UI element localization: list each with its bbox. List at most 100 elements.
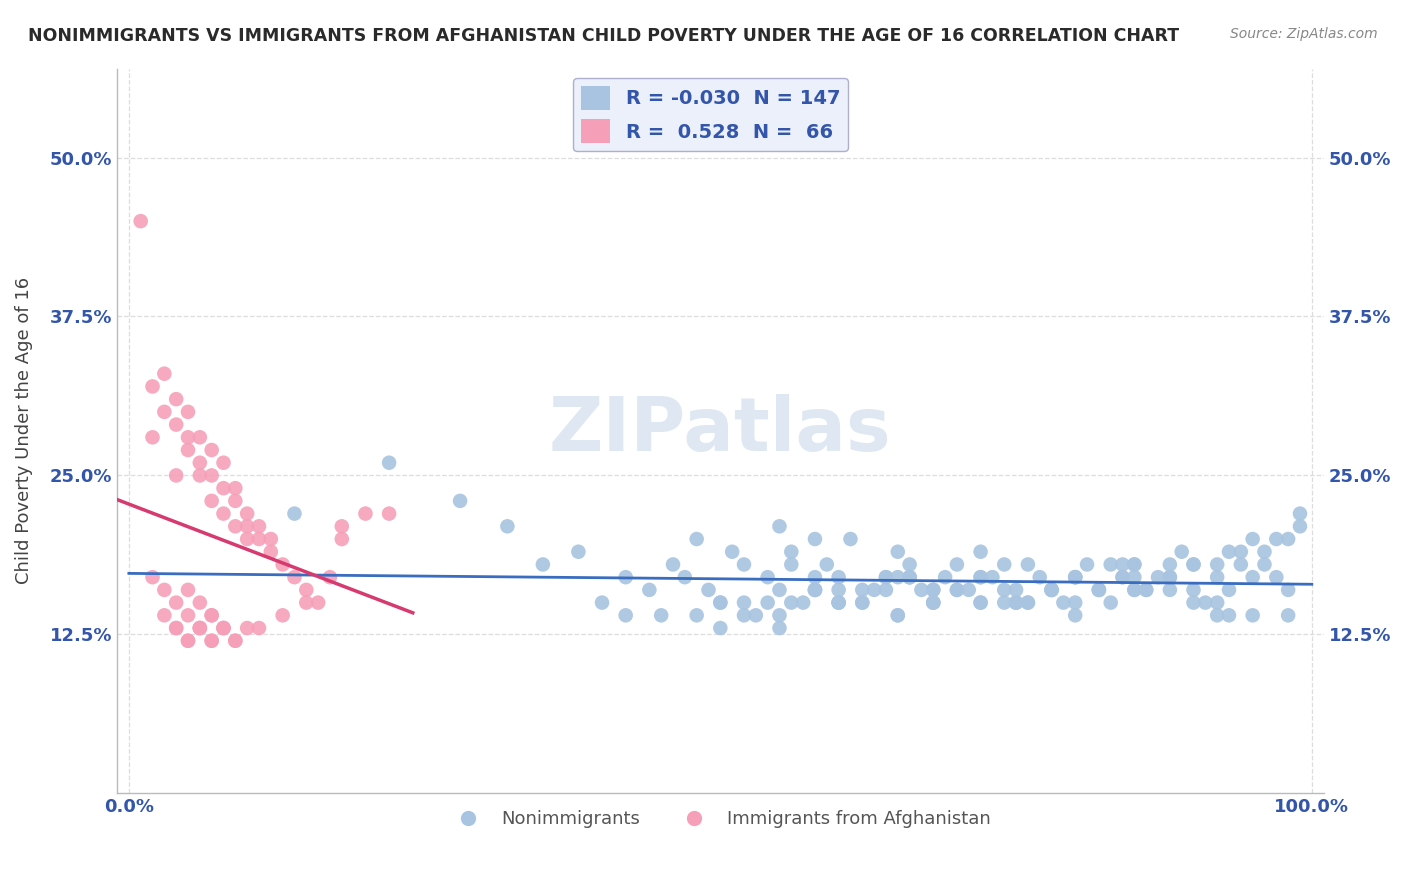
Point (662, 558, 685, 572)
Point (768, 621, 790, 635)
Point (591, 596, 613, 610)
Point (1005, 596, 1028, 610)
Point (1052, 596, 1074, 610)
Point (1005, 582, 1028, 597)
Point (827, 570, 849, 584)
Point (330, 532, 353, 546)
Point (1277, 608, 1299, 623)
Point (236, 621, 259, 635)
Point (827, 596, 849, 610)
Point (165, 392, 187, 406)
Point (1088, 582, 1111, 597)
Point (1218, 582, 1240, 597)
Point (165, 596, 187, 610)
Point (283, 507, 305, 521)
Point (1076, 558, 1098, 572)
Point (981, 570, 1004, 584)
Point (236, 519, 259, 533)
Point (188, 468, 211, 483)
Point (1135, 582, 1157, 597)
Point (201, 633, 224, 648)
Point (969, 570, 991, 584)
Point (378, 507, 401, 521)
Point (496, 519, 519, 533)
Point (898, 570, 921, 584)
Point (177, 582, 200, 597)
Point (827, 596, 849, 610)
Point (875, 570, 897, 584)
Point (1123, 582, 1146, 597)
Point (1123, 558, 1146, 572)
Point (1123, 570, 1146, 584)
Point (212, 621, 235, 635)
Point (898, 570, 921, 584)
Point (319, 570, 342, 584)
Point (165, 417, 187, 432)
Point (236, 507, 259, 521)
Point (201, 494, 224, 508)
Point (969, 545, 991, 559)
Point (260, 532, 283, 546)
Point (1111, 570, 1133, 584)
Point (212, 456, 235, 470)
Legend: Nonimmigrants, Immigrants from Afghanistan: Nonimmigrants, Immigrants from Afghanist… (443, 803, 997, 835)
Point (1040, 582, 1063, 597)
Point (887, 608, 910, 623)
Point (1123, 582, 1146, 597)
Point (1099, 596, 1122, 610)
Point (1028, 570, 1050, 584)
Point (804, 570, 827, 584)
Point (224, 633, 246, 648)
Point (804, 532, 827, 546)
Point (1064, 570, 1087, 584)
Point (792, 596, 814, 610)
Point (188, 621, 211, 635)
Point (1159, 558, 1181, 572)
Point (709, 621, 731, 635)
Point (330, 519, 353, 533)
Point (1218, 545, 1240, 559)
Point (201, 442, 224, 457)
Point (1194, 596, 1216, 610)
Point (756, 570, 779, 584)
Point (1277, 582, 1299, 597)
Point (745, 608, 768, 623)
Point (804, 582, 827, 597)
Point (1218, 608, 1240, 623)
Point (177, 405, 200, 419)
Point (910, 582, 932, 597)
Point (1040, 582, 1063, 597)
Point (1182, 596, 1205, 610)
Point (993, 558, 1015, 572)
Point (898, 570, 921, 584)
Point (188, 456, 211, 470)
Point (153, 582, 176, 597)
Point (875, 582, 897, 597)
Point (993, 596, 1015, 610)
Point (815, 558, 838, 572)
Point (1088, 582, 1111, 597)
Point (1159, 570, 1181, 584)
Point (922, 582, 945, 597)
Point (224, 519, 246, 533)
Point (780, 545, 803, 559)
Point (177, 430, 200, 444)
Point (922, 596, 945, 610)
Point (875, 570, 897, 584)
Point (449, 494, 471, 508)
Point (851, 596, 873, 610)
Point (1159, 582, 1181, 597)
Point (201, 608, 224, 623)
Point (295, 596, 318, 610)
Point (638, 582, 661, 597)
Point (887, 570, 910, 584)
Point (247, 621, 270, 635)
Point (1017, 596, 1039, 610)
Point (922, 582, 945, 597)
Point (201, 468, 224, 483)
Point (153, 608, 176, 623)
Y-axis label: Child Poverty Under the Age of 16: Child Poverty Under the Age of 16 (15, 277, 32, 584)
Point (946, 582, 969, 597)
Point (1064, 570, 1087, 584)
Point (946, 582, 969, 597)
